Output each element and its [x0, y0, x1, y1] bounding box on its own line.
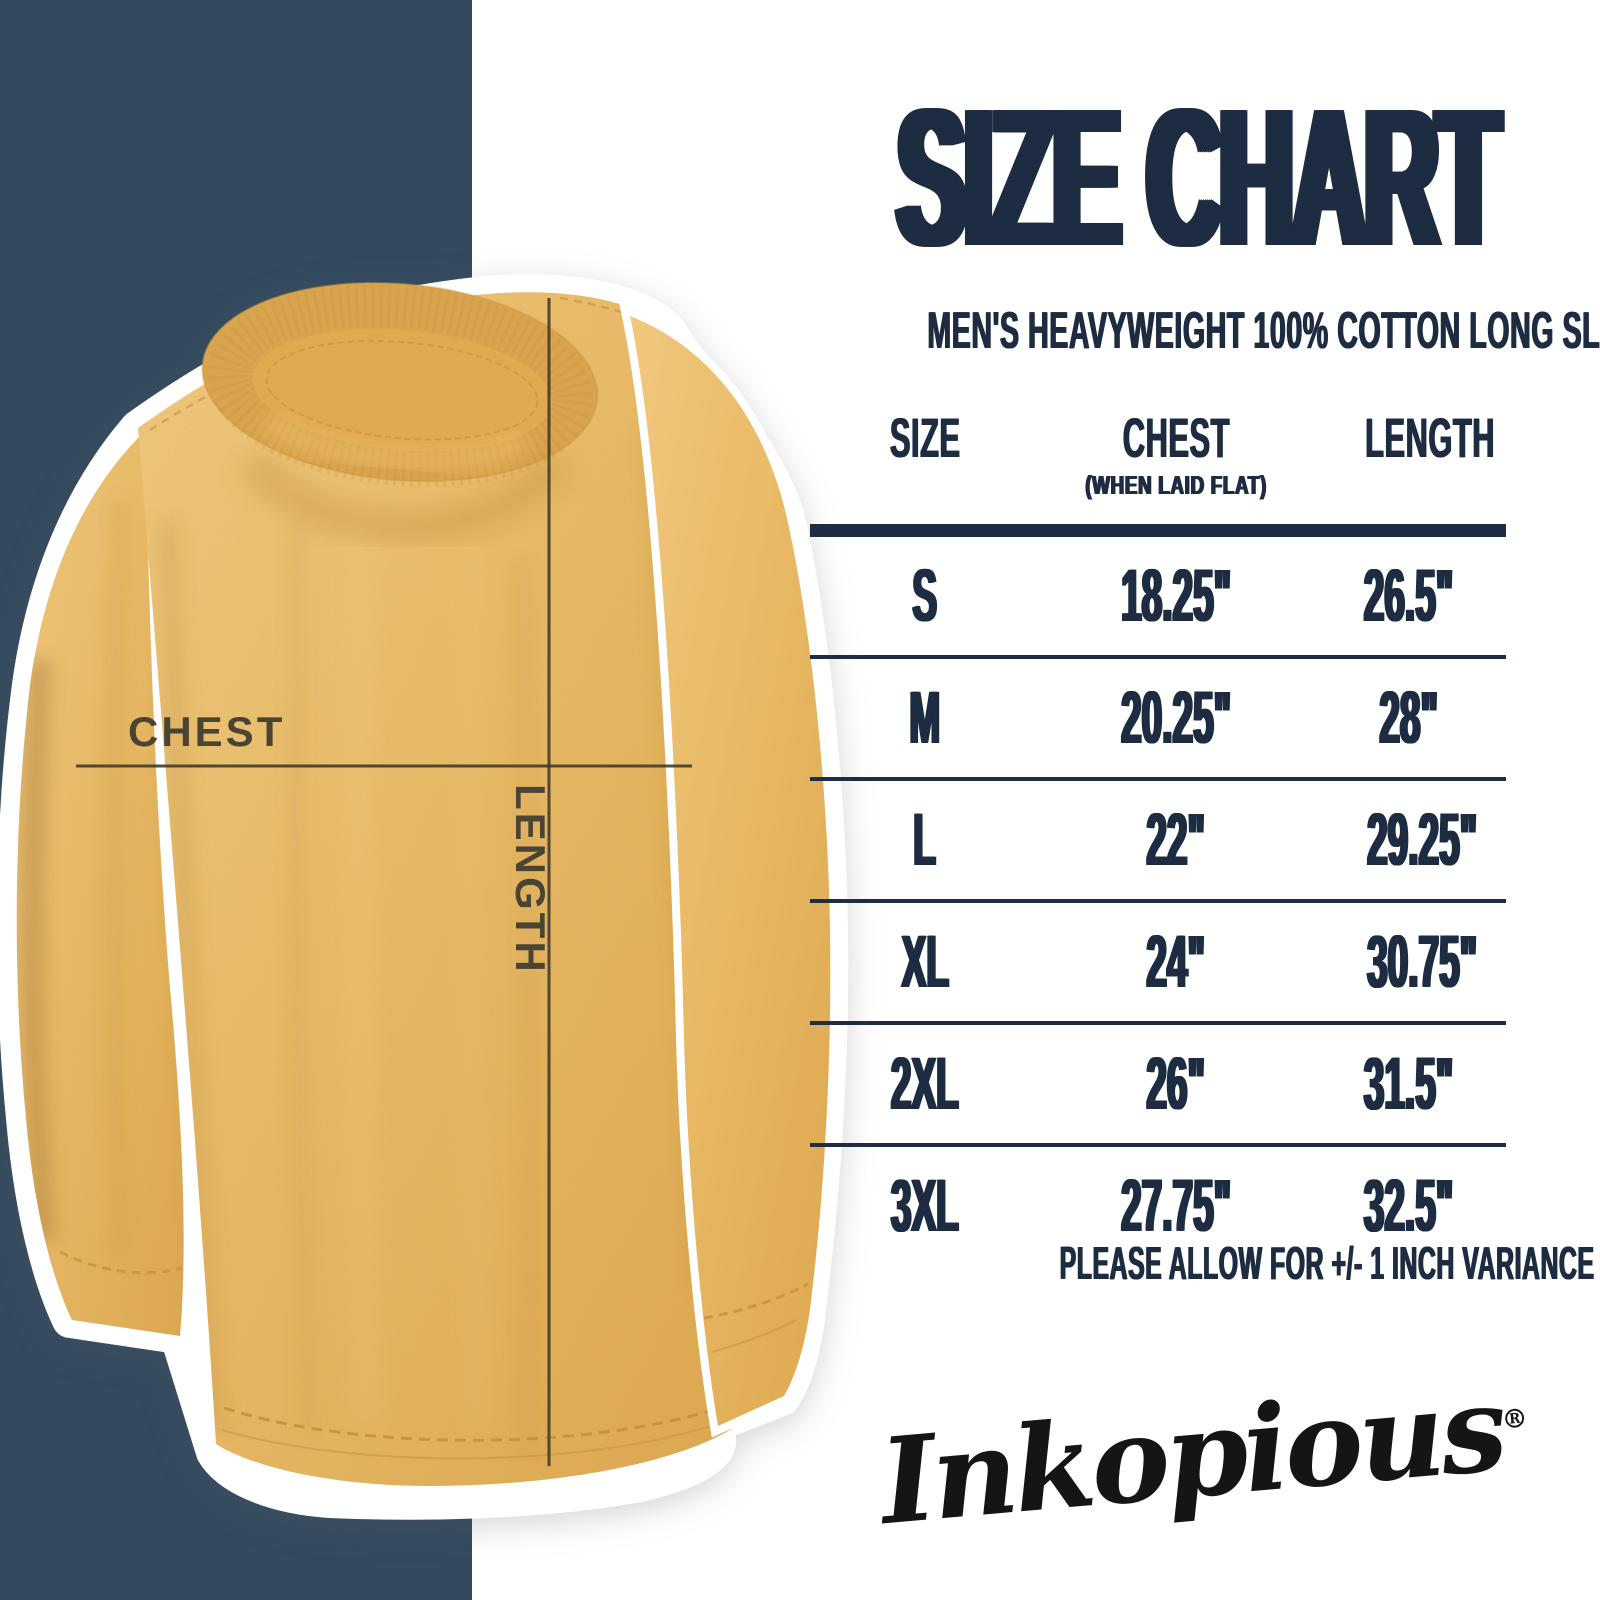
column-header-size: SIZE	[889, 406, 961, 469]
column-header-chest: CHEST	[1122, 406, 1230, 469]
table-row: XL 24" 30.75"	[810, 903, 1506, 1025]
length-value: 29.25"	[1367, 798, 1478, 881]
page-subtitle-wrap: MEN'S HEAVYWEIGHT 100% COTTON LONG SLEEV…	[620, 300, 1600, 375]
length-value: 31.5"	[1364, 1042, 1454, 1125]
table-row: S 18.25" 26.5"	[810, 537, 1506, 659]
size-table-rows: S 18.25" 26.5" M 20.25" 28" L 22" 29.25"…	[810, 537, 1506, 1265]
table-row: 2XL 26" 31.5"	[810, 1025, 1506, 1147]
chest-value: 26"	[1146, 1042, 1206, 1125]
variance-note: PLEASE ALLOW FOR +/- 1 INCH VARIANCE IN …	[1059, 1237, 1600, 1289]
table-row: L 22" 29.25"	[810, 781, 1506, 903]
cuff-seam	[703, 1282, 809, 1353]
column-header-length: LENGTH	[1365, 406, 1496, 469]
length-value: 28"	[1379, 676, 1439, 759]
table-row: M 20.25" 28"	[810, 659, 1506, 781]
brand-name: Inkopious	[875, 1358, 1509, 1552]
length-value: 26.5"	[1364, 554, 1454, 637]
page-subtitle: MEN'S HEAVYWEIGHT 100% COTTON LONG SLEEV…	[927, 302, 1600, 360]
brand-logo: Inkopious®	[875, 1356, 1534, 1551]
variance-note-wrap: PLEASE ALLOW FOR +/- 1 INCH VARIANCE IN …	[790, 1238, 1600, 1300]
chest-value: 20.25"	[1120, 676, 1232, 759]
chest-subheader: (WHEN LAID FLAT)	[1085, 470, 1267, 500]
chest-value: 27.75"	[1120, 1164, 1232, 1247]
registered-mark: ®	[1500, 1403, 1530, 1436]
table-row: 3XL 27.75" 32.5"	[810, 1147, 1506, 1265]
size-value: M	[909, 676, 941, 759]
size-value: 2XL	[891, 1042, 959, 1125]
table-header-rule	[810, 524, 1506, 537]
chest-value: 24"	[1146, 920, 1206, 1003]
length-label: LENGTH	[507, 784, 554, 975]
brand-logo-wrap: Inkopious®	[875, 1358, 1529, 1551]
length-value: 30.75"	[1367, 920, 1478, 1003]
page-title: SIZE CHART	[897, 68, 1499, 287]
size-value: XL	[901, 920, 949, 1003]
page-title-wrap: SIZE CHART	[620, 78, 1600, 341]
chest-value: 18.25"	[1120, 554, 1232, 637]
size-table-header: SIZE CHEST LENGTH	[810, 408, 1506, 483]
measurement-annotations: CHEST LENGTH	[76, 298, 692, 1466]
collar	[201, 281, 599, 488]
length-value: 32.5"	[1364, 1164, 1454, 1247]
chest-label: CHEST	[128, 708, 285, 755]
size-value: S	[912, 554, 938, 637]
chest-value: 22"	[1146, 798, 1206, 881]
shirt-photo: CHEST LENGTH	[16, 281, 839, 1486]
size-value: L	[913, 798, 937, 881]
size-value: 3XL	[891, 1164, 959, 1247]
under-collar-shadow	[239, 451, 572, 543]
